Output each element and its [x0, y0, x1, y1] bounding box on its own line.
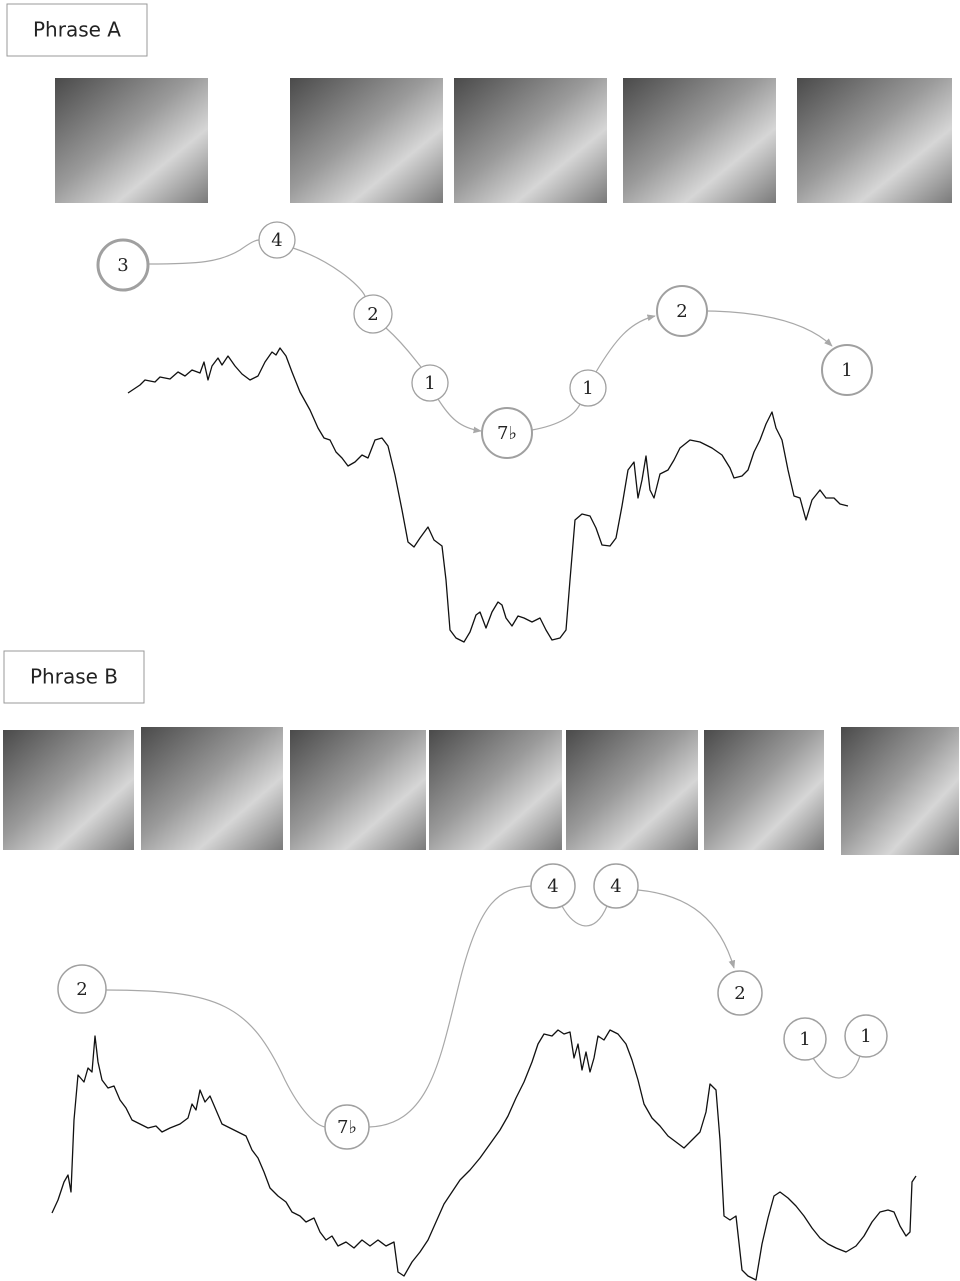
- connector: [148, 240, 259, 264]
- phrase-label: Phrase B: [30, 665, 118, 689]
- pitch-contour: [52, 1030, 916, 1280]
- pitch-contour: [128, 348, 848, 642]
- photo: [797, 78, 952, 203]
- connector: [106, 990, 325, 1127]
- photo: [3, 730, 134, 850]
- node-label: 4: [547, 876, 558, 897]
- photo: [704, 730, 824, 850]
- photo: [55, 78, 208, 203]
- node-label: 1: [841, 360, 852, 381]
- nodes: 3 4 2 1 7♭ 1 2 1 2 7♭ 4 4 2 1 1: [58, 222, 887, 1149]
- connector: [638, 890, 734, 968]
- photo: [566, 730, 698, 850]
- node-label: 7♭: [337, 1117, 357, 1138]
- connector: [532, 404, 580, 430]
- connectors: [148, 240, 832, 431]
- connector: [386, 328, 421, 367]
- connector: [293, 248, 365, 296]
- node-label: 1: [860, 1026, 871, 1047]
- node-label: 2: [676, 301, 687, 322]
- node-label: 3: [117, 255, 128, 276]
- photo: [623, 78, 776, 203]
- connector: [596, 316, 655, 372]
- node-label: 4: [271, 230, 282, 251]
- node-label: 7♭: [497, 423, 517, 444]
- photo: [290, 730, 426, 850]
- photo: [141, 727, 283, 850]
- photo-strip: [55, 78, 952, 203]
- node-label: 1: [424, 373, 435, 394]
- photo-strip: [3, 727, 959, 855]
- node-label: 1: [582, 378, 593, 399]
- connector: [707, 311, 832, 346]
- photo: [290, 78, 443, 203]
- photo: [841, 727, 959, 855]
- node-label: 2: [76, 979, 87, 1000]
- figure: Phrase A Phrase B 3 4 2 1 7♭ 1 2 1 2 7♭ 4 4: [0, 0, 960, 1281]
- connector: [438, 399, 481, 431]
- connector: [369, 886, 531, 1127]
- connector: [813, 1056, 860, 1078]
- photo: [429, 730, 562, 850]
- node-label: 2: [367, 304, 378, 325]
- node-label: 4: [610, 876, 621, 897]
- phrase-label: Phrase A: [33, 18, 121, 42]
- node-label: 2: [734, 983, 745, 1004]
- connector: [562, 906, 607, 926]
- photo: [454, 78, 607, 203]
- node-label: 1: [799, 1029, 810, 1050]
